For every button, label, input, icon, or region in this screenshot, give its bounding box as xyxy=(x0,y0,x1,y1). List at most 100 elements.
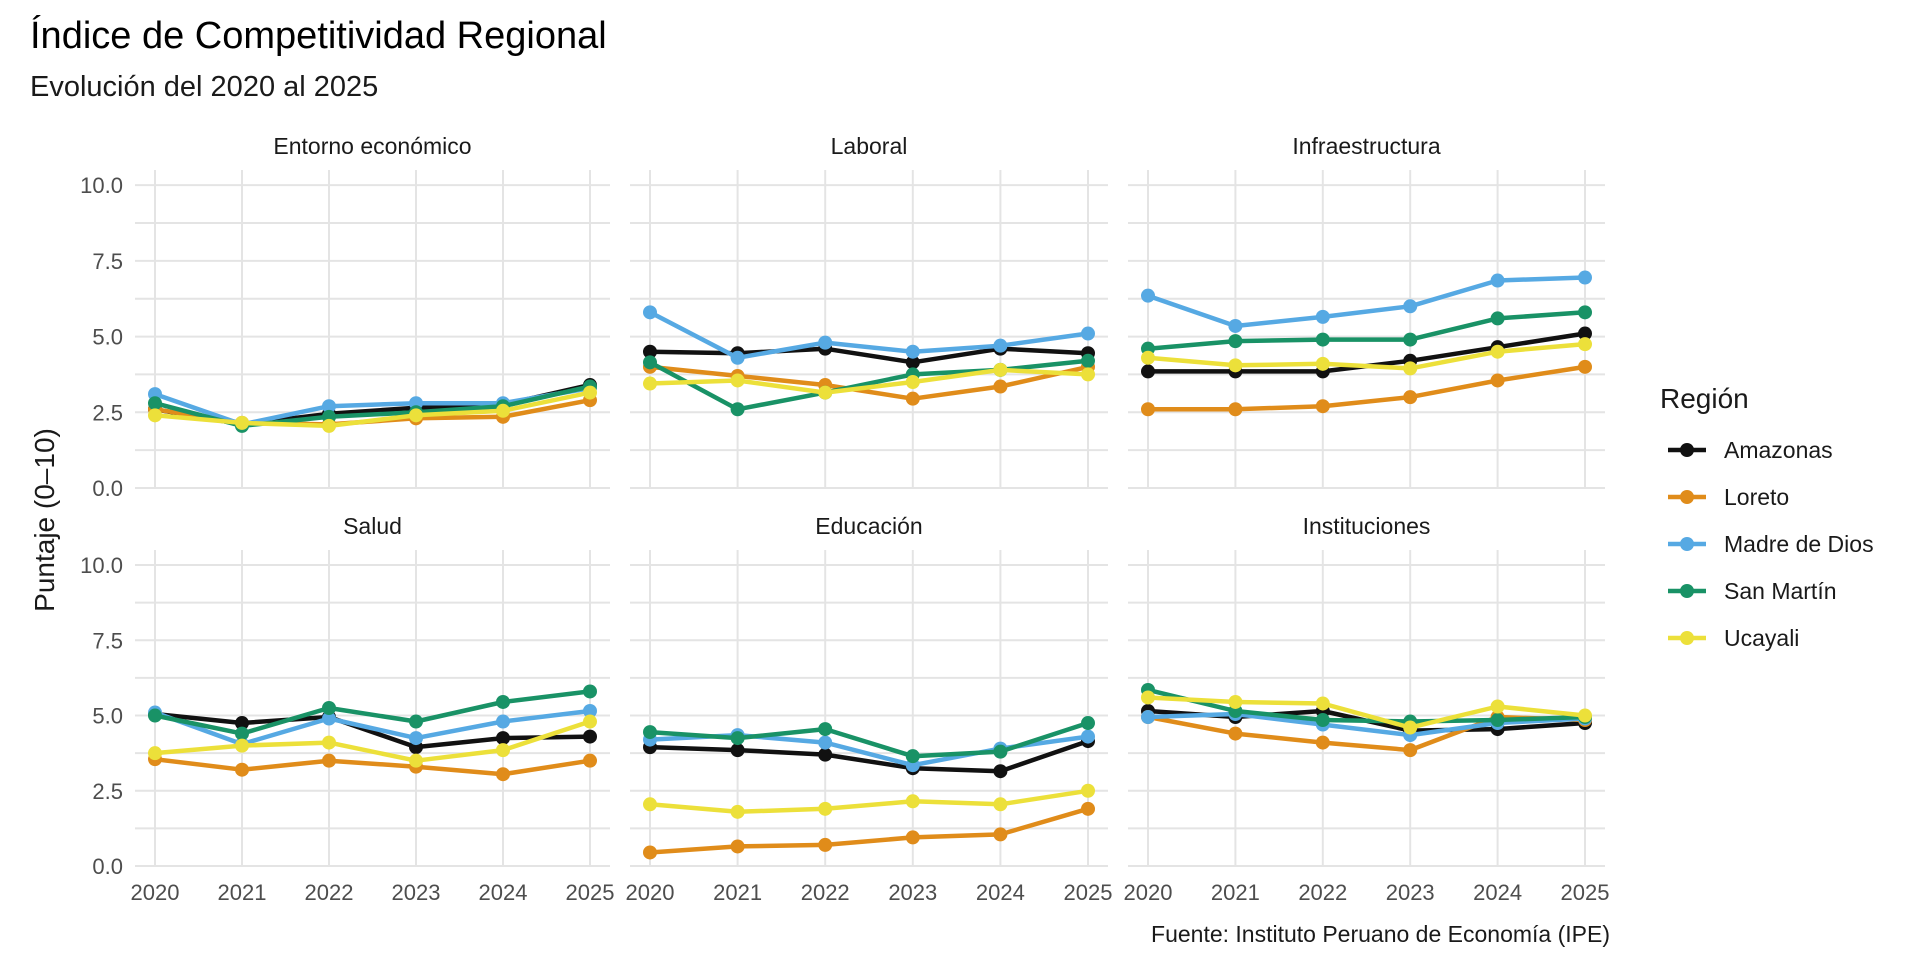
series-line xyxy=(647,806,1091,855)
data-point xyxy=(235,726,249,741)
data-point xyxy=(730,350,745,365)
data-point xyxy=(993,744,1008,759)
data-point xyxy=(1403,299,1418,314)
legend-label: San Martín xyxy=(1724,578,1837,604)
data-point xyxy=(818,335,833,350)
series-line xyxy=(1145,364,1588,412)
y-tick-label: 0.0 xyxy=(92,476,123,501)
data-point xyxy=(818,747,833,762)
data-point xyxy=(1141,690,1155,705)
series-line xyxy=(152,689,593,736)
chart-title: Índice de Competitividad Regional xyxy=(30,14,607,57)
legend-key-point xyxy=(1680,631,1694,645)
data-point xyxy=(1081,367,1095,382)
legend-label: Ucayali xyxy=(1724,625,1799,651)
series-line xyxy=(647,310,1091,361)
y-tick-label: 7.5 xyxy=(92,249,123,274)
series-line xyxy=(152,390,593,429)
data-point xyxy=(818,837,833,852)
data-point xyxy=(148,746,162,761)
series-line xyxy=(1145,275,1588,329)
data-point xyxy=(496,743,510,758)
data-point xyxy=(1141,288,1155,303)
y-tick-label: 10.0 xyxy=(80,173,123,198)
data-point xyxy=(730,743,745,758)
data-point xyxy=(993,362,1008,377)
data-point xyxy=(409,731,423,746)
data-point xyxy=(993,827,1008,842)
data-point xyxy=(148,396,162,411)
data-point xyxy=(1141,402,1155,417)
panels: Entorno económico 0.0 2.5 5.0 7.5 10.0 Laboral… xyxy=(80,133,1609,905)
y-tick-label: 2.5 xyxy=(92,779,123,804)
x-tick-label: 2023 xyxy=(392,880,441,905)
y-tick-label: 5.0 xyxy=(92,704,123,729)
x-tick-label: 2021 xyxy=(218,880,267,905)
x-tick-label: 2025 xyxy=(1561,880,1610,905)
data-point xyxy=(1403,361,1418,376)
series-line xyxy=(647,367,1091,395)
data-point xyxy=(643,376,657,391)
data-point xyxy=(818,801,833,816)
legend-item: Madre de Dios xyxy=(1668,531,1874,557)
data-point xyxy=(1578,270,1592,285)
x-tick-label: 2023 xyxy=(1386,880,1435,905)
legend-key-point xyxy=(1680,537,1694,551)
data-point xyxy=(818,385,833,400)
data-point xyxy=(1578,337,1592,352)
data-point xyxy=(1490,713,1505,728)
data-point xyxy=(643,305,657,320)
x-tick-label: 2022 xyxy=(305,880,354,905)
data-point xyxy=(1315,309,1330,324)
series-line xyxy=(152,756,593,777)
data-point xyxy=(496,403,510,418)
data-point xyxy=(583,729,597,744)
series-line xyxy=(152,719,593,763)
panel-6: Instituciones 2020 2021 2022 2023 2024 2025 xyxy=(1124,513,1610,905)
data-point xyxy=(993,797,1008,812)
y-tick-label: 7.5 xyxy=(92,628,123,653)
data-point xyxy=(643,797,657,812)
data-point xyxy=(1490,373,1505,388)
data-point xyxy=(1403,720,1418,735)
legend-label: Loreto xyxy=(1724,484,1789,510)
data-point xyxy=(818,722,833,737)
data-point xyxy=(1141,710,1155,725)
x-tick-label: 2024 xyxy=(479,880,528,905)
chart-caption: Fuente: Instituto Peruano de Economía (I… xyxy=(1151,921,1610,947)
series-line xyxy=(647,720,1091,759)
data-point xyxy=(322,711,336,726)
legend-label: Madre de Dios xyxy=(1724,531,1874,557)
data-point xyxy=(1228,726,1243,741)
data-point xyxy=(496,714,510,729)
data-point xyxy=(1081,729,1095,744)
data-point xyxy=(1081,353,1095,368)
data-point xyxy=(496,767,510,782)
series-line xyxy=(1145,711,1588,738)
data-point xyxy=(905,375,920,389)
data-point xyxy=(905,344,920,359)
legend-item: Loreto xyxy=(1668,484,1789,510)
data-point xyxy=(1315,735,1330,750)
x-tick-label: 2020 xyxy=(1124,880,1173,905)
panel-2: Laboral xyxy=(630,133,1108,489)
x-tick-label: 2022 xyxy=(801,880,850,905)
data-point xyxy=(1228,402,1243,417)
series-line xyxy=(647,738,1091,774)
data-point xyxy=(1403,332,1418,347)
data-point xyxy=(322,753,336,768)
panel-title: Salud xyxy=(343,513,402,539)
data-point xyxy=(643,845,657,860)
legend-item: Amazonas xyxy=(1668,437,1833,463)
data-point xyxy=(1403,743,1418,758)
data-point xyxy=(643,344,657,359)
data-point xyxy=(1315,696,1330,711)
data-point xyxy=(1081,716,1095,731)
data-point xyxy=(1228,334,1243,349)
data-point xyxy=(1578,305,1592,320)
panel-title: Infraestructura xyxy=(1292,133,1440,159)
x-tick-label: 2025 xyxy=(1064,880,1113,905)
panel-title: Entorno económico xyxy=(273,133,471,159)
series-line xyxy=(647,364,1091,401)
